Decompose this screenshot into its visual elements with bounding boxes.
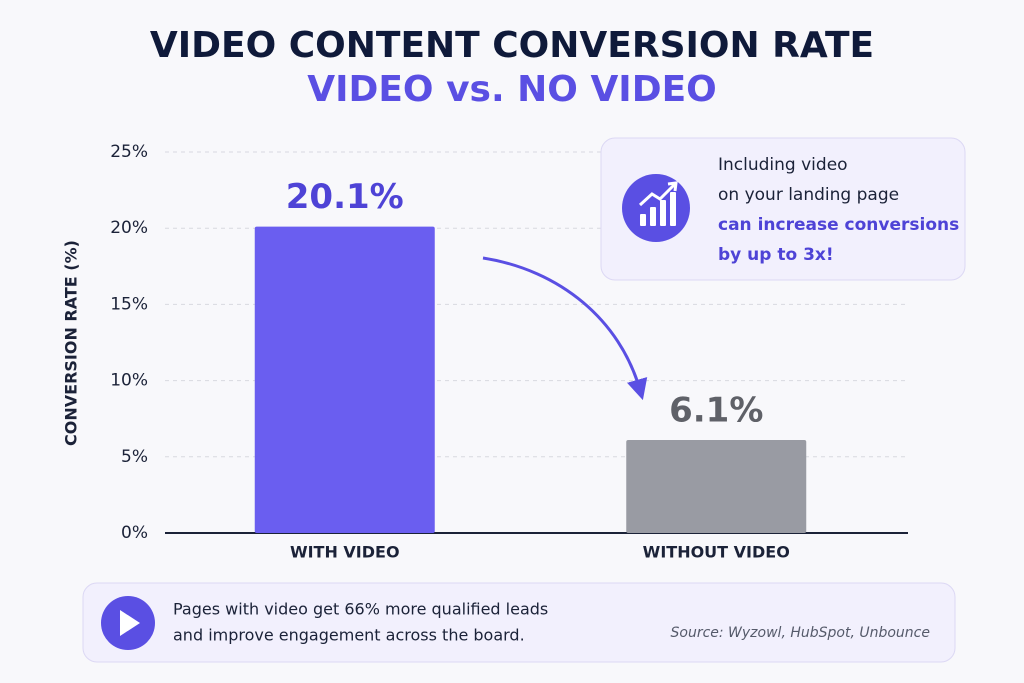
chart-title: VIDEO CONTENT CONVERSION RATE [150,25,874,66]
callout-highlight: can increase conversions [718,215,959,235]
footer-text: Pages with video get 66% more qualified … [173,600,548,619]
footer-box [82,582,956,663]
y-tick-label: 15% [110,294,148,314]
y-tick-label: 0% [121,523,148,543]
plot-area: 0% 5% 10% 15% 20% 25% 20.1% WITH VIDEO 6.1% WITHO… [110,142,908,562]
y-axis-label: CONVERSION RATE (%) [62,240,81,446]
icon-trend [638,182,677,207]
callout-highlight: by up to 3x! [718,245,834,265]
play-triangle [120,610,140,636]
y-tick-label: 10% [110,371,148,391]
value-label: 6.1% [669,391,763,431]
value-label: 20.1% [286,177,404,217]
chart-subtitle: VIDEO vs. NO VIDEO [307,69,717,110]
y-tick-label: 25% [110,142,148,162]
icon-trend-head [667,181,678,192]
x-tick-label: WITHOUT VIDEO [643,543,790,562]
y-tick-label: 20% [110,218,148,238]
footer-text: and improve engagement across the board. [173,626,525,645]
callout-box [600,137,966,281]
callout-text: Including video on your landing page can i… [718,155,959,265]
arrow [482,256,648,401]
source: Source: Wyzowl, HubSpot, Unbounce [671,625,931,641]
bar [254,226,435,533]
callout-line: Including video [718,155,848,175]
callout-line: on your landing page [718,185,899,205]
bar [626,440,807,533]
icon-bars [640,192,676,226]
x-tick-label: WITH VIDEO [290,543,400,562]
y-tick-label: 5% [121,447,148,467]
